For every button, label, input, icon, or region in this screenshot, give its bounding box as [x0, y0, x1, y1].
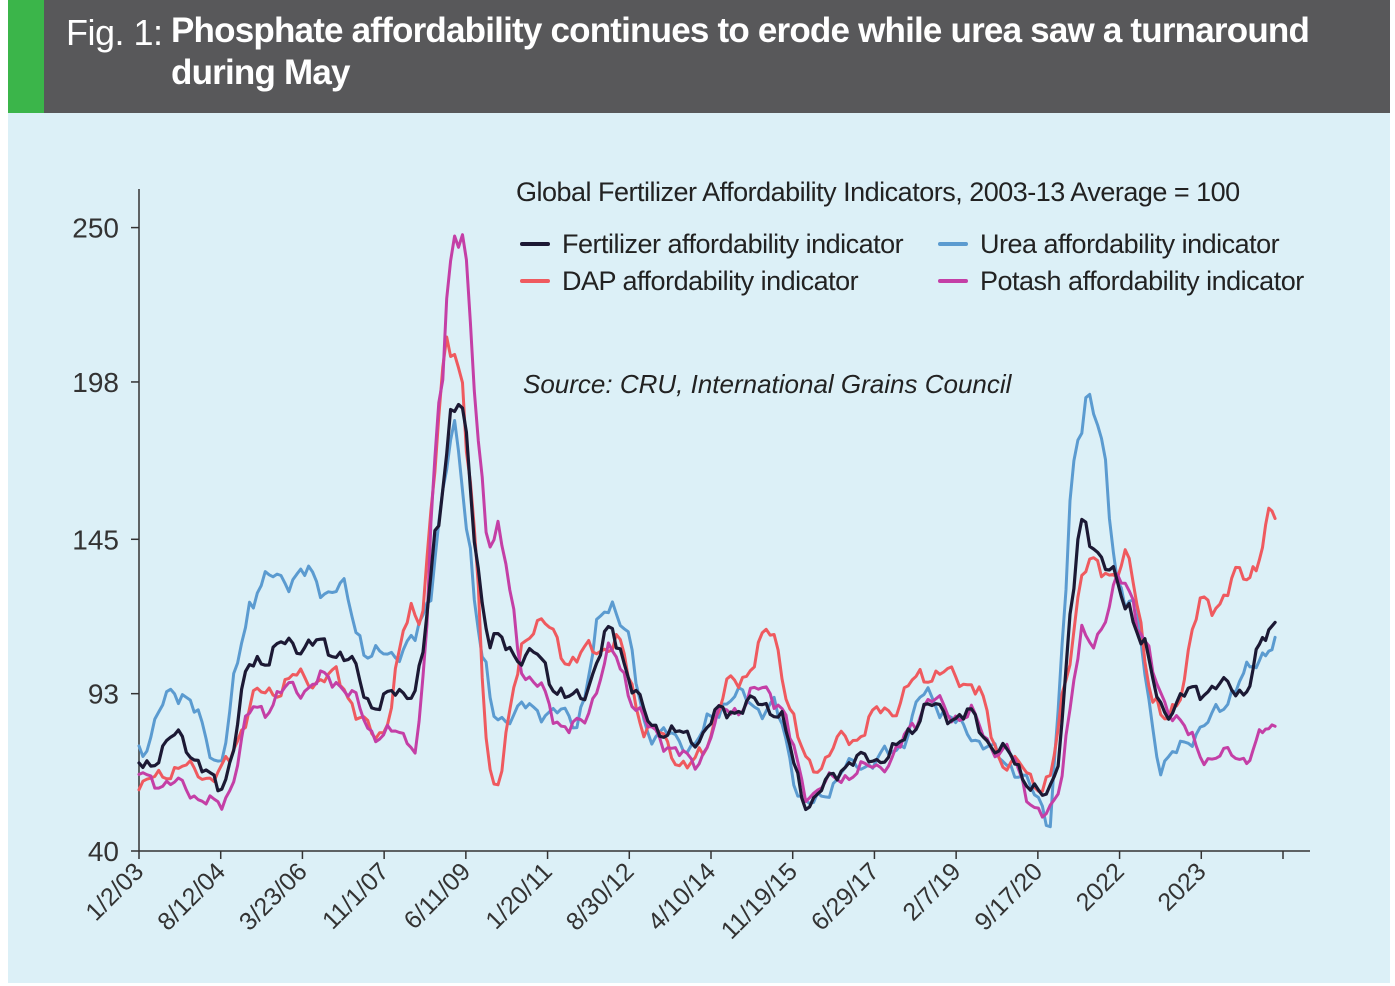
legend-label-urea: Urea affordability indicator [980, 229, 1280, 259]
x-tick-label: 2022 [1071, 857, 1130, 916]
y-tick-label: 145 [72, 524, 119, 555]
chart-title: Global Fertilizer Affordability Indicato… [516, 177, 1240, 207]
plot-panel: 40 93 145 198 250 1/2/03 8/12/04 3/23/06 11/1/07… [8, 113, 1390, 983]
x-tick-label: 6/29/17 [806, 857, 885, 936]
series-line-fertilizer [137, 402, 1277, 812]
x-tick-label: 3/23/06 [234, 857, 313, 936]
axes: 40 93 145 198 250 1/2/03 8/12/04 3/23/06 11/1/07… [72, 189, 1310, 945]
y-tick-label: 250 [72, 213, 119, 244]
legend-label-fertilizer: Fertilizer affordability indicator [562, 229, 904, 259]
x-tick-label: 2023 [1152, 857, 1211, 916]
x-tick-label: 8/30/12 [561, 857, 640, 936]
legend-label-potash: Potash affordability indicator [980, 266, 1304, 296]
series-line-potash [137, 233, 1277, 819]
x-tick-label: 11/1/07 [317, 857, 394, 934]
x-tick-label: 1/20/11 [480, 857, 557, 934]
x-tick-label: 4/10/14 [642, 857, 721, 936]
series-line-urea [137, 392, 1277, 829]
figure-label: Fig. 1: [66, 12, 163, 53]
legend-label-dap: DAP affordability indicator [562, 266, 859, 296]
line-chart: 40 93 145 198 250 1/2/03 8/12/04 3/23/06 11/1/07… [72, 177, 1310, 945]
y-tick-label: 93 [88, 679, 119, 710]
figure-title: Phosphate affordability continues to ero… [171, 11, 1310, 92]
series-lines [137, 233, 1277, 829]
y-tick-label: 40 [88, 836, 119, 867]
x-tick-label: 9/17/20 [969, 857, 1048, 936]
x-tick-label: 1/2/03 [80, 857, 149, 926]
figure-header: Fig. 1: Phosphate affordability continue… [8, 0, 1390, 113]
x-tick-label: 8/12/04 [152, 857, 231, 936]
y-tick-label: 198 [72, 367, 119, 398]
x-tick-label: 11/19/15 [716, 857, 803, 944]
legend: Fertilizer affordability indicator Urea a… [520, 229, 1305, 296]
chart-source: Source: CRU, International Grains Counci… [523, 369, 1013, 399]
x-tick-label: 6/11/09 [399, 857, 476, 934]
x-tick-label: 2/7/19 [897, 857, 966, 926]
header-accent-bar [8, 0, 44, 113]
